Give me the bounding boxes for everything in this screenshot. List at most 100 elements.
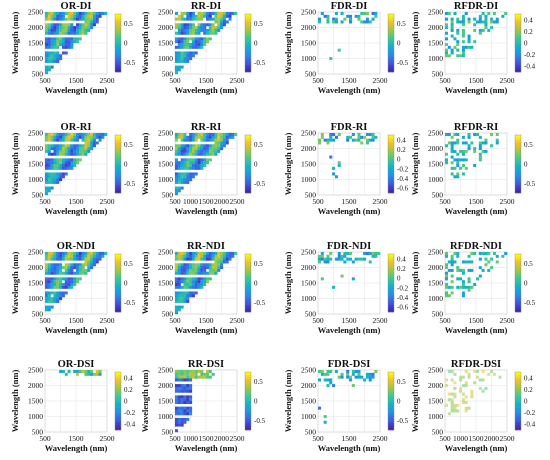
heat-cell — [447, 370, 451, 374]
heat-cell — [456, 158, 460, 162]
colorbar-tick-label: -0.6 — [397, 304, 409, 312]
heat-cell — [478, 274, 482, 278]
heat-cell — [92, 252, 96, 256]
heat-cell — [78, 14, 82, 18]
colorbar-segment — [115, 154, 121, 158]
heat-cell — [183, 54, 187, 58]
heat-cell — [76, 31, 80, 35]
heat-cell — [203, 23, 207, 27]
heat-cell — [203, 135, 207, 139]
y-axis-label: Wavelength (nm) — [10, 252, 20, 315]
heat-cell — [67, 37, 71, 41]
heat-cell — [175, 40, 179, 44]
heat-cell — [445, 291, 449, 295]
heat-cell — [78, 12, 82, 16]
heat-cell — [95, 20, 99, 24]
heat-cell — [208, 147, 212, 151]
heat-cell — [208, 144, 212, 148]
colorbar-tick-label: -0.5 — [524, 180, 536, 188]
heat-cell — [61, 12, 65, 16]
heat-cell — [177, 406, 181, 410]
colorbar-segment — [515, 408, 521, 411]
heat-cell — [59, 23, 63, 27]
x-tick-label: 1500 — [469, 76, 484, 85]
heat-cell — [456, 28, 460, 32]
heat-cell — [318, 141, 322, 145]
heat-cell — [87, 370, 91, 374]
heat-cell — [87, 28, 91, 32]
heat-cell — [78, 28, 82, 32]
heat-cell — [214, 26, 218, 30]
heat-cell — [90, 254, 94, 258]
heat-cell — [189, 23, 193, 27]
heat-cell — [368, 20, 372, 24]
heat-cell — [64, 266, 68, 270]
colorbar-segment — [245, 69, 251, 73]
heat-cell — [450, 403, 454, 407]
y-tick-label: 2500 — [301, 129, 316, 138]
colorbar-segment — [388, 307, 394, 310]
colorbar-segment — [388, 391, 394, 395]
heat-cell — [67, 266, 71, 270]
y-tick-label: 1000 — [428, 294, 443, 303]
heat-cell — [447, 260, 451, 264]
heat-cell — [56, 152, 60, 156]
colorbar-segment — [245, 408, 251, 411]
heat-cell — [61, 271, 65, 275]
heat-cell — [70, 252, 74, 256]
heat-cell — [73, 37, 77, 41]
x-tick-label: 500 — [39, 197, 51, 206]
heat-cell — [84, 144, 88, 148]
y-tick-label: 1500 — [158, 160, 173, 169]
panel-title: RFDR-DSI — [451, 359, 501, 370]
heat-cell — [180, 372, 184, 376]
x-tick-label: 2500 — [230, 434, 245, 443]
heat-cell — [329, 155, 333, 159]
heat-cell — [191, 271, 195, 275]
colorbar-segment — [388, 405, 394, 409]
y-tick-label: 500 — [432, 191, 444, 200]
colorbar-tick-label: 0.2 — [397, 146, 406, 154]
colorbar-segment — [115, 67, 121, 70]
colorbar-segment — [388, 161, 394, 165]
heat-cell — [368, 138, 372, 142]
heat-cell — [56, 257, 60, 261]
colorbar-segment — [245, 144, 251, 148]
heat-cell — [78, 135, 82, 139]
heat-cell — [56, 45, 60, 49]
heat-cell — [197, 147, 201, 151]
colorbar-segment — [515, 137, 521, 141]
colorbar-segment — [245, 309, 251, 313]
heat-cell — [53, 180, 57, 184]
heat-cell — [177, 54, 181, 58]
colorbar-tick-label: -0.4 — [524, 421, 536, 429]
y-tick-label: 500 — [432, 70, 444, 79]
heat-cell — [203, 252, 207, 256]
heat-cell — [78, 266, 82, 270]
heat-cell — [177, 135, 181, 139]
heat-cell — [478, 141, 482, 145]
heat-cell — [200, 37, 204, 41]
heat-cell — [101, 135, 105, 139]
heat-cell — [191, 277, 195, 281]
heat-cell — [194, 133, 198, 137]
x-tick-label: 1500 — [69, 197, 84, 206]
colorbar-frame — [244, 134, 252, 194]
heat-cell — [183, 51, 187, 55]
colorbar-tick-label: 0 — [524, 280, 528, 288]
heat-cell — [177, 372, 181, 376]
y-tick-label: 2500 — [301, 248, 316, 257]
colorbar-segment — [388, 156, 394, 160]
colorbar-segment — [388, 290, 394, 293]
colorbar-segment — [388, 178, 394, 182]
heat-cell — [47, 31, 51, 35]
heat-cell — [490, 144, 494, 148]
heat-cell — [371, 12, 375, 16]
heat-cell — [175, 395, 179, 399]
heat-cell — [183, 294, 187, 298]
heat-cell — [450, 291, 454, 295]
heat-cell — [222, 133, 226, 137]
heat-cell — [47, 164, 51, 168]
